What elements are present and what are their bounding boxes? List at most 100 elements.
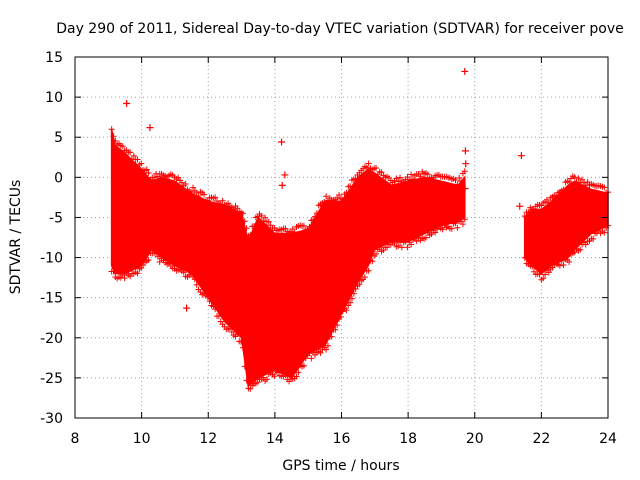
data-point bbox=[422, 234, 429, 241]
data-point bbox=[263, 376, 270, 383]
x-tick-label: 18 bbox=[399, 431, 417, 447]
data-point bbox=[300, 222, 307, 229]
data-point bbox=[601, 184, 608, 191]
data-point bbox=[217, 201, 224, 208]
data-point bbox=[260, 218, 267, 225]
data-point bbox=[239, 344, 246, 351]
data-point bbox=[545, 200, 552, 207]
data-point bbox=[127, 149, 134, 156]
y-tick-label: -25 bbox=[40, 371, 63, 387]
data-point bbox=[350, 290, 357, 297]
data-point bbox=[250, 223, 257, 230]
y-axis-label: SDTVAR / TECUs bbox=[8, 180, 24, 295]
outlier-point bbox=[516, 202, 524, 210]
data-point bbox=[291, 229, 298, 236]
data-point bbox=[204, 293, 211, 300]
data-point bbox=[352, 175, 359, 182]
data-point bbox=[317, 349, 324, 356]
data-bands bbox=[110, 129, 609, 388]
data-point bbox=[339, 308, 346, 315]
data-point bbox=[542, 271, 549, 278]
data-point bbox=[328, 333, 335, 340]
outlier-point bbox=[461, 67, 469, 75]
y-axis: -30 -25 -20 -15 -10 -5 0 5 10 15 bbox=[40, 50, 608, 427]
y-tick-label: 5 bbox=[54, 130, 63, 146]
data-point bbox=[262, 214, 269, 221]
data-point bbox=[428, 230, 435, 237]
data-point bbox=[373, 251, 380, 258]
data-point bbox=[212, 306, 219, 313]
data-point bbox=[409, 176, 416, 183]
data-point bbox=[324, 342, 331, 349]
data-point bbox=[243, 377, 250, 384]
y-tick-label: -15 bbox=[40, 291, 63, 307]
data-point bbox=[339, 196, 346, 203]
data-point bbox=[143, 166, 150, 173]
data-point bbox=[397, 174, 404, 181]
data-point bbox=[579, 176, 586, 183]
x-tick-label: 12 bbox=[199, 431, 217, 447]
data-point bbox=[406, 176, 413, 183]
data-point bbox=[180, 269, 187, 276]
data-point bbox=[556, 262, 563, 269]
data-point bbox=[601, 229, 608, 236]
data-point bbox=[452, 177, 459, 184]
data-point bbox=[238, 338, 245, 345]
data-point bbox=[243, 225, 250, 232]
data-point bbox=[571, 174, 578, 181]
data-point bbox=[230, 206, 237, 213]
data-point bbox=[454, 224, 461, 231]
data-point bbox=[404, 244, 411, 251]
data-point bbox=[336, 192, 343, 199]
data-point bbox=[323, 346, 330, 353]
y-tick-label: -5 bbox=[49, 210, 63, 226]
data-point bbox=[560, 186, 567, 193]
data-point bbox=[156, 258, 163, 265]
data-point bbox=[108, 126, 115, 133]
data-point bbox=[347, 183, 354, 190]
data-point bbox=[413, 238, 420, 245]
outlier-point bbox=[183, 304, 191, 312]
data-point bbox=[271, 373, 278, 380]
x-tick-label: 22 bbox=[532, 431, 550, 447]
y-tick-label: -20 bbox=[40, 331, 63, 347]
data-point bbox=[448, 225, 455, 232]
data-point bbox=[234, 330, 241, 337]
x-tick-label: 8 bbox=[71, 431, 80, 447]
data-point bbox=[395, 242, 402, 249]
data-point bbox=[145, 256, 152, 263]
outlier-point bbox=[278, 181, 286, 189]
y-tick-label: -30 bbox=[40, 411, 63, 427]
data-point bbox=[408, 241, 415, 248]
data-point bbox=[265, 218, 272, 225]
data-point bbox=[219, 197, 226, 204]
data-point bbox=[454, 181, 461, 188]
x-tick-label: 24 bbox=[599, 431, 617, 447]
data-point bbox=[312, 213, 319, 220]
data-point bbox=[347, 299, 354, 306]
data-point bbox=[323, 193, 330, 200]
data-point bbox=[525, 209, 532, 216]
data-point bbox=[337, 313, 344, 320]
y-tick-label: 10 bbox=[45, 90, 63, 106]
outlier-point bbox=[461, 147, 469, 155]
data-point bbox=[321, 199, 328, 206]
data-point bbox=[365, 267, 372, 274]
data-point bbox=[239, 210, 246, 217]
data-point bbox=[398, 244, 405, 251]
x-axis-label: GPS time / hours bbox=[282, 458, 399, 474]
data-point bbox=[343, 189, 350, 196]
data-point bbox=[424, 171, 431, 178]
data-point bbox=[558, 257, 565, 264]
data-point bbox=[356, 281, 363, 288]
data-point bbox=[206, 298, 213, 305]
outlier-point bbox=[462, 160, 470, 168]
x-axis: 8 10 12 14 16 18 20 22 24 bbox=[71, 57, 617, 447]
data-point bbox=[300, 362, 307, 369]
data-point bbox=[275, 369, 282, 376]
data-point bbox=[234, 205, 241, 212]
data-point bbox=[138, 160, 145, 167]
outlier-point bbox=[146, 124, 154, 132]
data-point bbox=[332, 326, 339, 333]
data-point bbox=[195, 192, 202, 199]
